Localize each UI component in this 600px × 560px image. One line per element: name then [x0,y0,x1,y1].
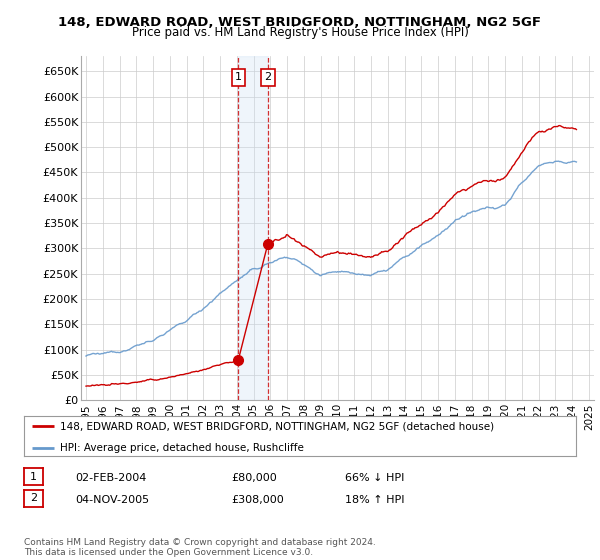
Text: 04-NOV-2005: 04-NOV-2005 [75,494,149,505]
Text: 18% ↑ HPI: 18% ↑ HPI [345,494,404,505]
Text: Contains HM Land Registry data © Crown copyright and database right 2024.
This d: Contains HM Land Registry data © Crown c… [24,538,376,557]
Text: Price paid vs. HM Land Registry's House Price Index (HPI): Price paid vs. HM Land Registry's House … [131,26,469,39]
Text: 2: 2 [264,72,271,82]
Text: HPI: Average price, detached house, Rushcliffe: HPI: Average price, detached house, Rush… [60,442,304,452]
Text: 148, EDWARD ROAD, WEST BRIDGFORD, NOTTINGHAM, NG2 5GF (detached house): 148, EDWARD ROAD, WEST BRIDGFORD, NOTTIN… [60,421,494,431]
Text: 2: 2 [30,493,37,503]
Text: 66% ↓ HPI: 66% ↓ HPI [345,473,404,483]
Text: £308,000: £308,000 [231,494,284,505]
Text: 1: 1 [30,472,37,482]
Bar [238,56,268,400]
Text: 1: 1 [235,72,242,82]
Text: 02-FEB-2004: 02-FEB-2004 [75,473,146,483]
Text: £80,000: £80,000 [231,473,277,483]
Text: 148, EDWARD ROAD, WEST BRIDGFORD, NOTTINGHAM, NG2 5GF: 148, EDWARD ROAD, WEST BRIDGFORD, NOTTIN… [59,16,542,29]
